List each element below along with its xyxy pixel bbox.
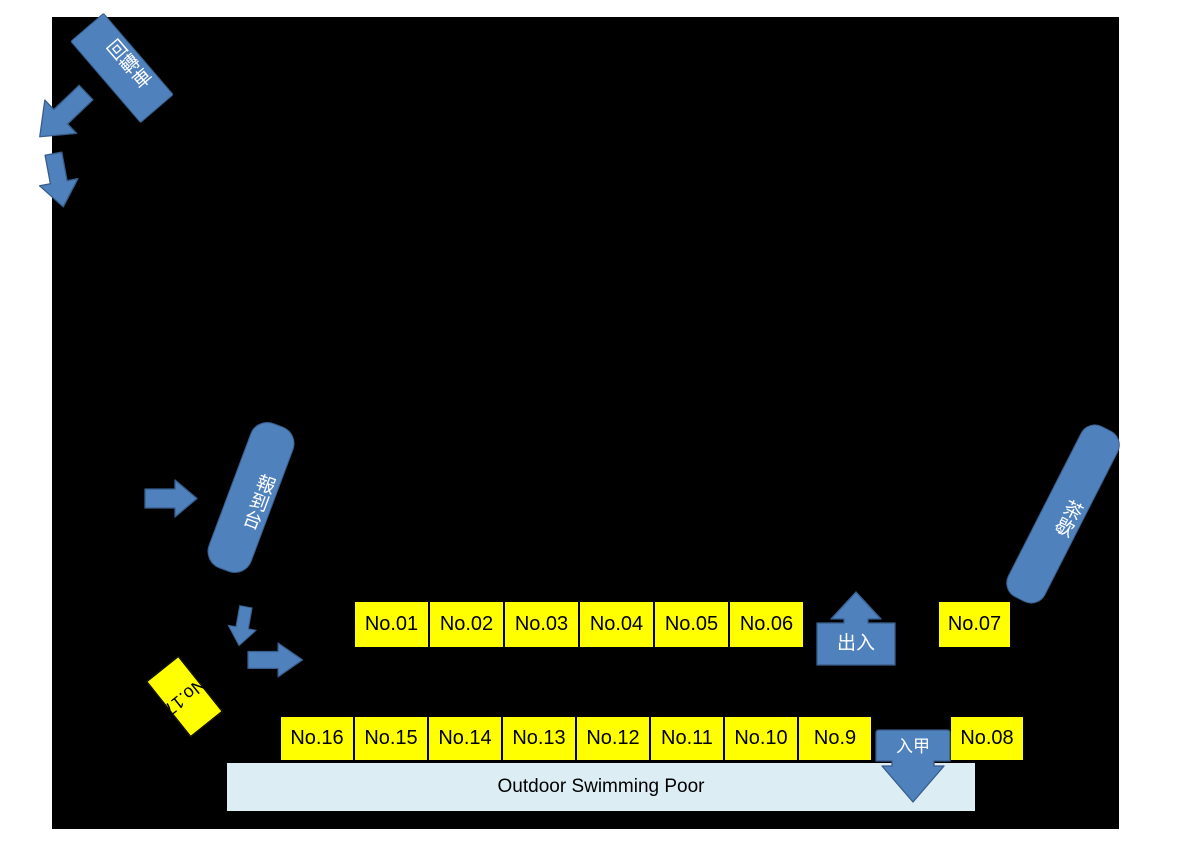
svg-text:入甲: 入甲 <box>896 737 930 756</box>
svg-text:出入: 出入 <box>837 632 875 654</box>
